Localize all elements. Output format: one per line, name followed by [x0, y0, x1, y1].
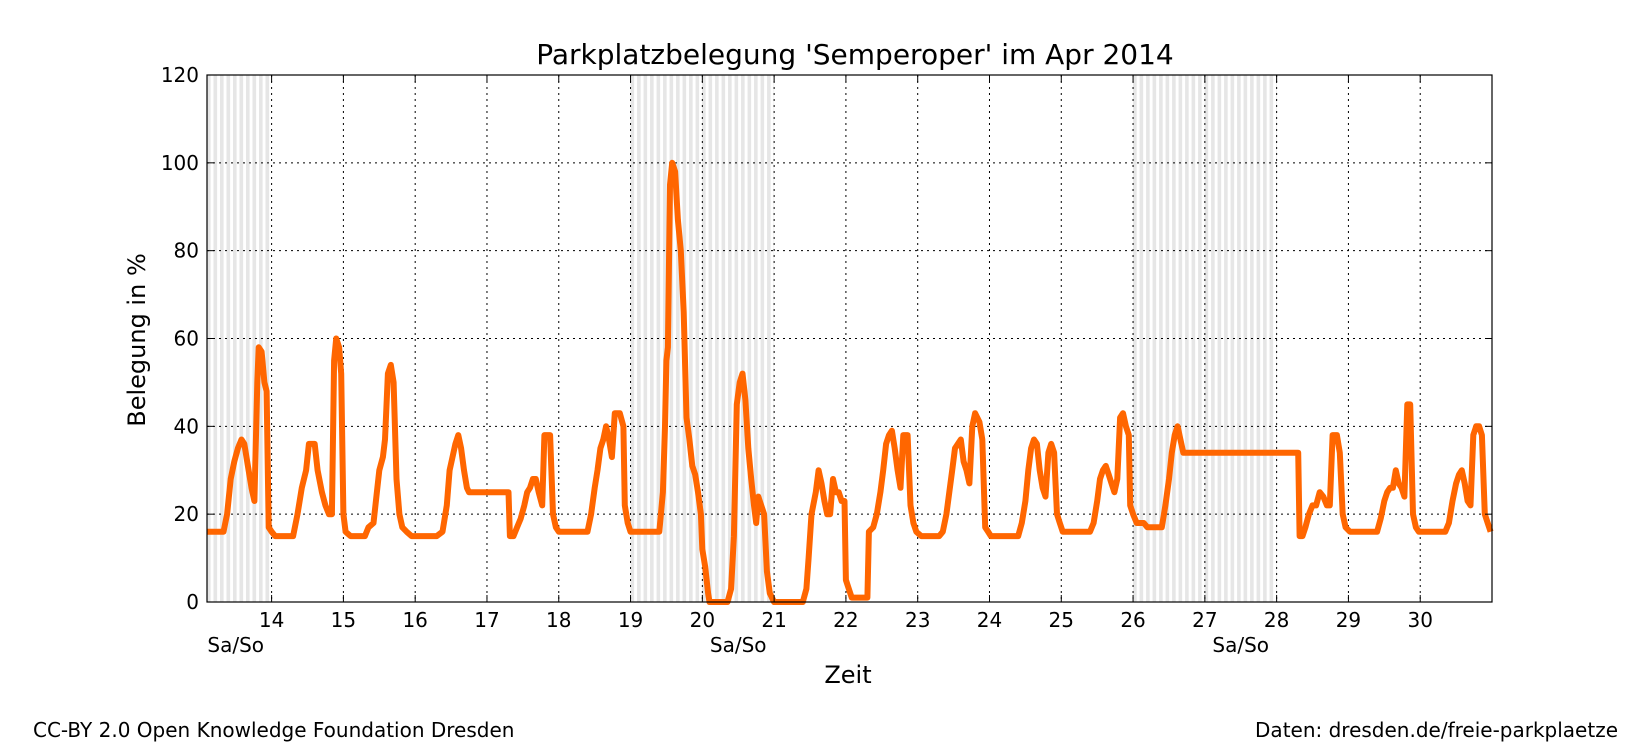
x-tick-label: 23 [905, 608, 930, 632]
weekend-stripe [695, 75, 700, 602]
weekend-stripe [669, 75, 674, 602]
y-tick-label: 120 [161, 63, 199, 87]
weekend-stripe [220, 75, 224, 602]
tick-layer: 14 15 16 17 18 19 20 21 22 23 24 25 26 27 28 29 30 0 20 40 6… [161, 63, 1492, 657]
weekend-stripe [1211, 75, 1215, 602]
y-tick-label: 40 [174, 414, 199, 438]
weekend-stripe [1152, 75, 1157, 602]
y-tick-label: 100 [161, 151, 199, 175]
weekend-stripe [233, 75, 237, 602]
weekend-stripe [1217, 75, 1222, 602]
x-tick-label: 17 [474, 608, 499, 632]
weekend-stripe [1139, 75, 1144, 602]
weekend-stripe [1224, 75, 1228, 602]
weekend-stripe [689, 75, 693, 602]
weekend-stripe [760, 75, 765, 602]
weekend-stripe [1230, 75, 1235, 602]
weekend-stripe [1237, 75, 1241, 602]
x-tick-label: 19 [618, 608, 643, 632]
weekend-stripe [773, 75, 775, 602]
x-tick-label: 18 [546, 608, 571, 632]
weekend-stripe [213, 75, 218, 602]
x-tick-label: 16 [402, 608, 427, 632]
y-tick-label: 60 [174, 327, 199, 351]
y-tick-label: 0 [186, 590, 199, 614]
weekend-stripe [1269, 75, 1274, 602]
weekend-label: Sa/So [207, 633, 264, 657]
weekend-stripe [259, 75, 263, 602]
weekend-stripe [1159, 75, 1163, 602]
license-credit: CC-BY 2.0 Open Knowledge Foundation Dres… [33, 718, 515, 742]
series-layer [207, 159, 1494, 605]
weekend-stripe [708, 75, 713, 602]
weekend-stripe [754, 75, 758, 602]
weekend-stripe [252, 75, 257, 602]
weekend-stripe [702, 75, 706, 602]
weekend-stripe [630, 75, 635, 602]
x-tick-label: 14 [259, 608, 284, 632]
chart-title: Parkplatzbelegung 'Semperoper' im Apr 20… [536, 38, 1174, 71]
weekend-stripe [226, 75, 231, 602]
x-tick-label: 22 [833, 608, 858, 632]
weekend-stripe [1146, 75, 1150, 602]
x-tick-label: 25 [1049, 608, 1074, 632]
x-tick-label: 24 [977, 608, 1002, 632]
weekend-stripe [239, 75, 244, 602]
weekend-stripe [767, 75, 771, 602]
weekend-stripe [246, 75, 250, 602]
x-tick-label: 28 [1264, 608, 1289, 632]
weekend-label: Sa/So [710, 633, 767, 657]
y-tick-label: 20 [174, 502, 199, 526]
weekend-stripe [1191, 75, 1196, 602]
weekend-stripe [676, 75, 680, 602]
x-tick-label: 27 [1192, 608, 1217, 632]
x-axis-label: Zeit [824, 661, 871, 689]
x-tick-label: 26 [1120, 608, 1145, 632]
weekend-stripe [715, 75, 719, 602]
weekend-stripe [1204, 75, 1209, 602]
x-tick-label: 15 [331, 608, 356, 632]
x-tick-label: 29 [1336, 608, 1361, 632]
data-source: Daten: dresden.de/freie-parkplaetze [1255, 718, 1618, 742]
x-tick-label: 20 [690, 608, 715, 632]
weekend-stripe [637, 75, 641, 602]
weekend-label: Sa/So [1212, 633, 1269, 657]
x-tick-label: 30 [1407, 608, 1432, 632]
y-tick-label: 80 [174, 239, 199, 263]
weekend-stripe [1198, 75, 1202, 602]
occupancy-series-line [207, 159, 1494, 605]
weekend-stripe [1133, 75, 1137, 602]
y-axis-label: Belegung in % [123, 253, 151, 427]
x-tick-label: 21 [761, 608, 786, 632]
weekend-stripe [747, 75, 752, 602]
